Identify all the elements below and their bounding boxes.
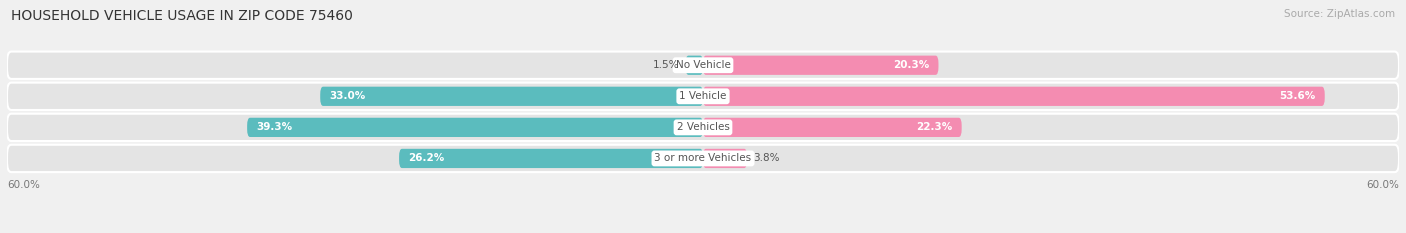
Text: HOUSEHOLD VEHICLE USAGE IN ZIP CODE 75460: HOUSEHOLD VEHICLE USAGE IN ZIP CODE 7546… (11, 9, 353, 23)
Text: 26.2%: 26.2% (408, 154, 444, 163)
Text: 33.0%: 33.0% (329, 91, 366, 101)
FancyBboxPatch shape (703, 149, 747, 168)
Text: 39.3%: 39.3% (256, 122, 292, 132)
FancyBboxPatch shape (247, 118, 703, 137)
FancyBboxPatch shape (7, 83, 1399, 110)
FancyBboxPatch shape (703, 118, 962, 137)
FancyBboxPatch shape (321, 87, 703, 106)
FancyBboxPatch shape (399, 149, 703, 168)
Text: 1.5%: 1.5% (654, 60, 681, 70)
FancyBboxPatch shape (686, 56, 703, 75)
Text: Source: ZipAtlas.com: Source: ZipAtlas.com (1284, 9, 1395, 19)
FancyBboxPatch shape (703, 56, 938, 75)
Text: 53.6%: 53.6% (1279, 91, 1316, 101)
Text: 3.8%: 3.8% (752, 154, 779, 163)
Text: 22.3%: 22.3% (917, 122, 952, 132)
FancyBboxPatch shape (7, 145, 1399, 172)
FancyBboxPatch shape (7, 114, 1399, 141)
Text: 60.0%: 60.0% (7, 180, 39, 190)
Text: 60.0%: 60.0% (1367, 180, 1399, 190)
Text: 3 or more Vehicles: 3 or more Vehicles (654, 154, 752, 163)
FancyBboxPatch shape (703, 87, 1324, 106)
Text: No Vehicle: No Vehicle (675, 60, 731, 70)
Text: 2 Vehicles: 2 Vehicles (676, 122, 730, 132)
Text: 1 Vehicle: 1 Vehicle (679, 91, 727, 101)
FancyBboxPatch shape (7, 51, 1399, 79)
Text: 20.3%: 20.3% (893, 60, 929, 70)
